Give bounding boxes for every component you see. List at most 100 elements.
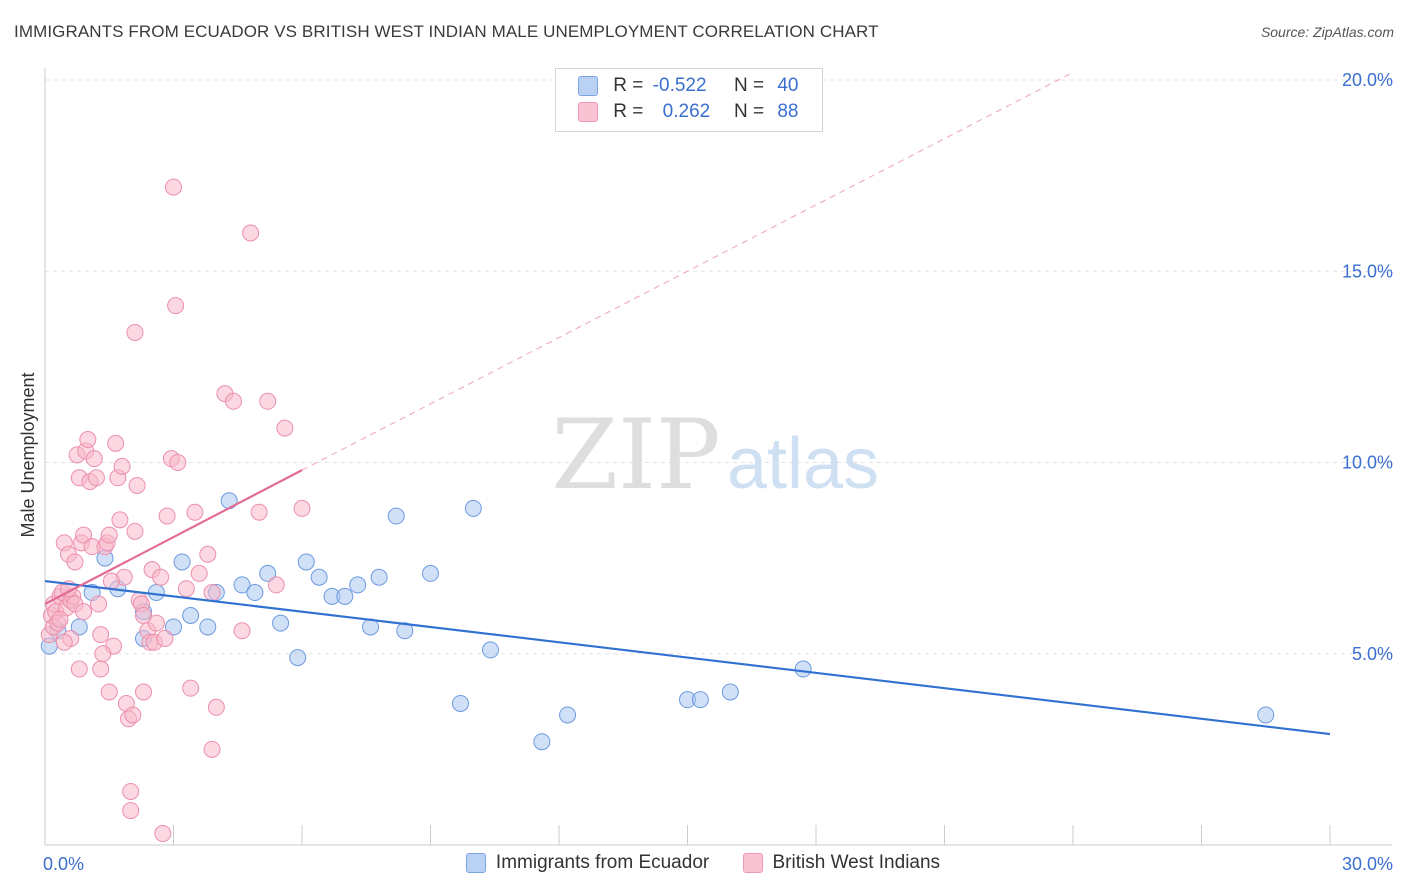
point-bwi: [126, 522, 144, 540]
point-bwi: [165, 178, 182, 196]
point-ecuador: [559, 706, 577, 724]
point-ecuador: [1257, 706, 1275, 724]
point-bwi: [156, 629, 174, 647]
point-ecuador: [165, 618, 182, 636]
point-bwi: [124, 706, 142, 724]
point-bwi: [276, 419, 294, 437]
legend-r-label: R =: [613, 101, 644, 122]
watermark-zip: ZIP: [551, 399, 720, 511]
point-bwi: [224, 392, 242, 410]
point-bwi: [70, 660, 88, 678]
x-tick-label-min: 0.0%: [43, 854, 84, 874]
source-label: Source: ZipAtlas.com: [1260, 24, 1394, 40]
point-bwi: [177, 580, 195, 598]
series-name-bwi: British West Indians: [772, 852, 941, 873]
point-bwi: [250, 503, 268, 521]
point-bwi: [199, 545, 217, 563]
legend-n-value: 40: [777, 75, 799, 96]
point-bwi: [126, 323, 144, 341]
legend-n-label: N =: [733, 75, 765, 96]
point-bwi: [111, 511, 129, 529]
point-bwi: [169, 454, 187, 471]
grid-lines: [45, 79, 1392, 655]
chart-title: IMMIGRANTS FROM ECUADOR VS BRITISH WEST …: [14, 22, 879, 41]
legend-row-bwi: R = 0.262 N = 88: [578, 101, 798, 127]
point-ecuador: [387, 507, 405, 525]
point-bwi: [51, 610, 69, 628]
point-bwi: [152, 568, 170, 586]
point-bwi: [100, 526, 118, 544]
point-bwi: [75, 603, 93, 621]
y-tick-label: 10.0%: [1342, 453, 1393, 473]
point-bwi: [190, 564, 208, 582]
point-ecuador: [721, 683, 739, 701]
point-ecuador: [246, 584, 264, 602]
point-ecuador: [336, 587, 354, 605]
point-ecuador: [691, 691, 709, 709]
point-ecuador: [233, 576, 251, 594]
point-ecuador: [370, 568, 388, 586]
series-legend-bwi[interactable]: British West Indians: [742, 852, 941, 874]
point-bwi: [203, 740, 221, 758]
point-ecuador: [147, 584, 165, 602]
trend-lines: [44, 71, 1331, 736]
point-ecuador: [173, 553, 191, 571]
series-swatch-bwi: [742, 852, 763, 873]
data-points: [40, 178, 1275, 843]
point-ecuador: [533, 733, 551, 751]
point-ecuador: [464, 499, 482, 517]
y-axis-label: Male Unemployment: [18, 372, 38, 537]
point-bwi: [122, 802, 140, 820]
legend-row-ecuador: R = -0.522 N = 40: [578, 75, 798, 101]
series-legend-ecuador[interactable]: Immigrants from Ecuador: [465, 852, 710, 874]
axes: [44, 68, 1392, 846]
watermark-atlas: atlas: [727, 424, 879, 504]
point-ecuador: [349, 576, 367, 594]
point-ecuador: [272, 614, 290, 632]
series-name-ecuador: Immigrants from Ecuador: [495, 852, 710, 873]
point-bwi: [92, 626, 110, 644]
point-ecuador: [297, 553, 315, 571]
point-bwi: [113, 457, 131, 475]
point-bwi: [293, 499, 311, 517]
point-ecuador: [259, 564, 277, 582]
trend-line-ecuador: [44, 579, 1331, 736]
point-bwi: [154, 825, 172, 843]
point-ecuador: [289, 649, 307, 667]
point-bwi: [87, 469, 105, 487]
point-ecuador: [182, 607, 200, 624]
point-bwi: [203, 584, 221, 602]
legend-swatch-ecuador: [578, 75, 598, 96]
legend-r-label: R =: [613, 75, 644, 96]
y-tick-label: 20.0%: [1342, 70, 1393, 90]
point-bwi: [186, 503, 204, 521]
legend-r-value: 0.262: [662, 101, 711, 122]
point-bwi: [147, 614, 165, 632]
point-ecuador: [794, 660, 812, 678]
point-bwi: [267, 576, 285, 594]
point-bwi: [75, 526, 93, 544]
point-bwi: [158, 507, 176, 525]
point-ecuador: [481, 641, 499, 659]
point-bwi: [135, 683, 153, 701]
point-ecuador: [310, 568, 328, 586]
point-bwi: [242, 224, 260, 242]
legend-n-value: 88: [777, 101, 799, 122]
point-bwi: [207, 698, 225, 716]
point-ecuador: [451, 694, 469, 712]
point-bwi: [233, 622, 251, 640]
legend-swatch-bwi: [578, 101, 598, 122]
point-bwi: [182, 679, 200, 697]
point-ecuador: [396, 622, 414, 640]
point-bwi: [122, 782, 140, 800]
point-bwi: [94, 645, 112, 663]
point-bwi: [128, 476, 146, 494]
point-bwi: [85, 450, 103, 468]
tick-labels: 5.0% 10.0% 15.0% 20.0% 0.0% 30.0%: [43, 70, 1393, 874]
point-ecuador: [422, 564, 439, 582]
point-bwi: [100, 683, 118, 701]
trend-extension-bwi: [301, 71, 1074, 471]
point-bwi: [259, 392, 277, 410]
legend-n-label: N =: [733, 101, 765, 122]
